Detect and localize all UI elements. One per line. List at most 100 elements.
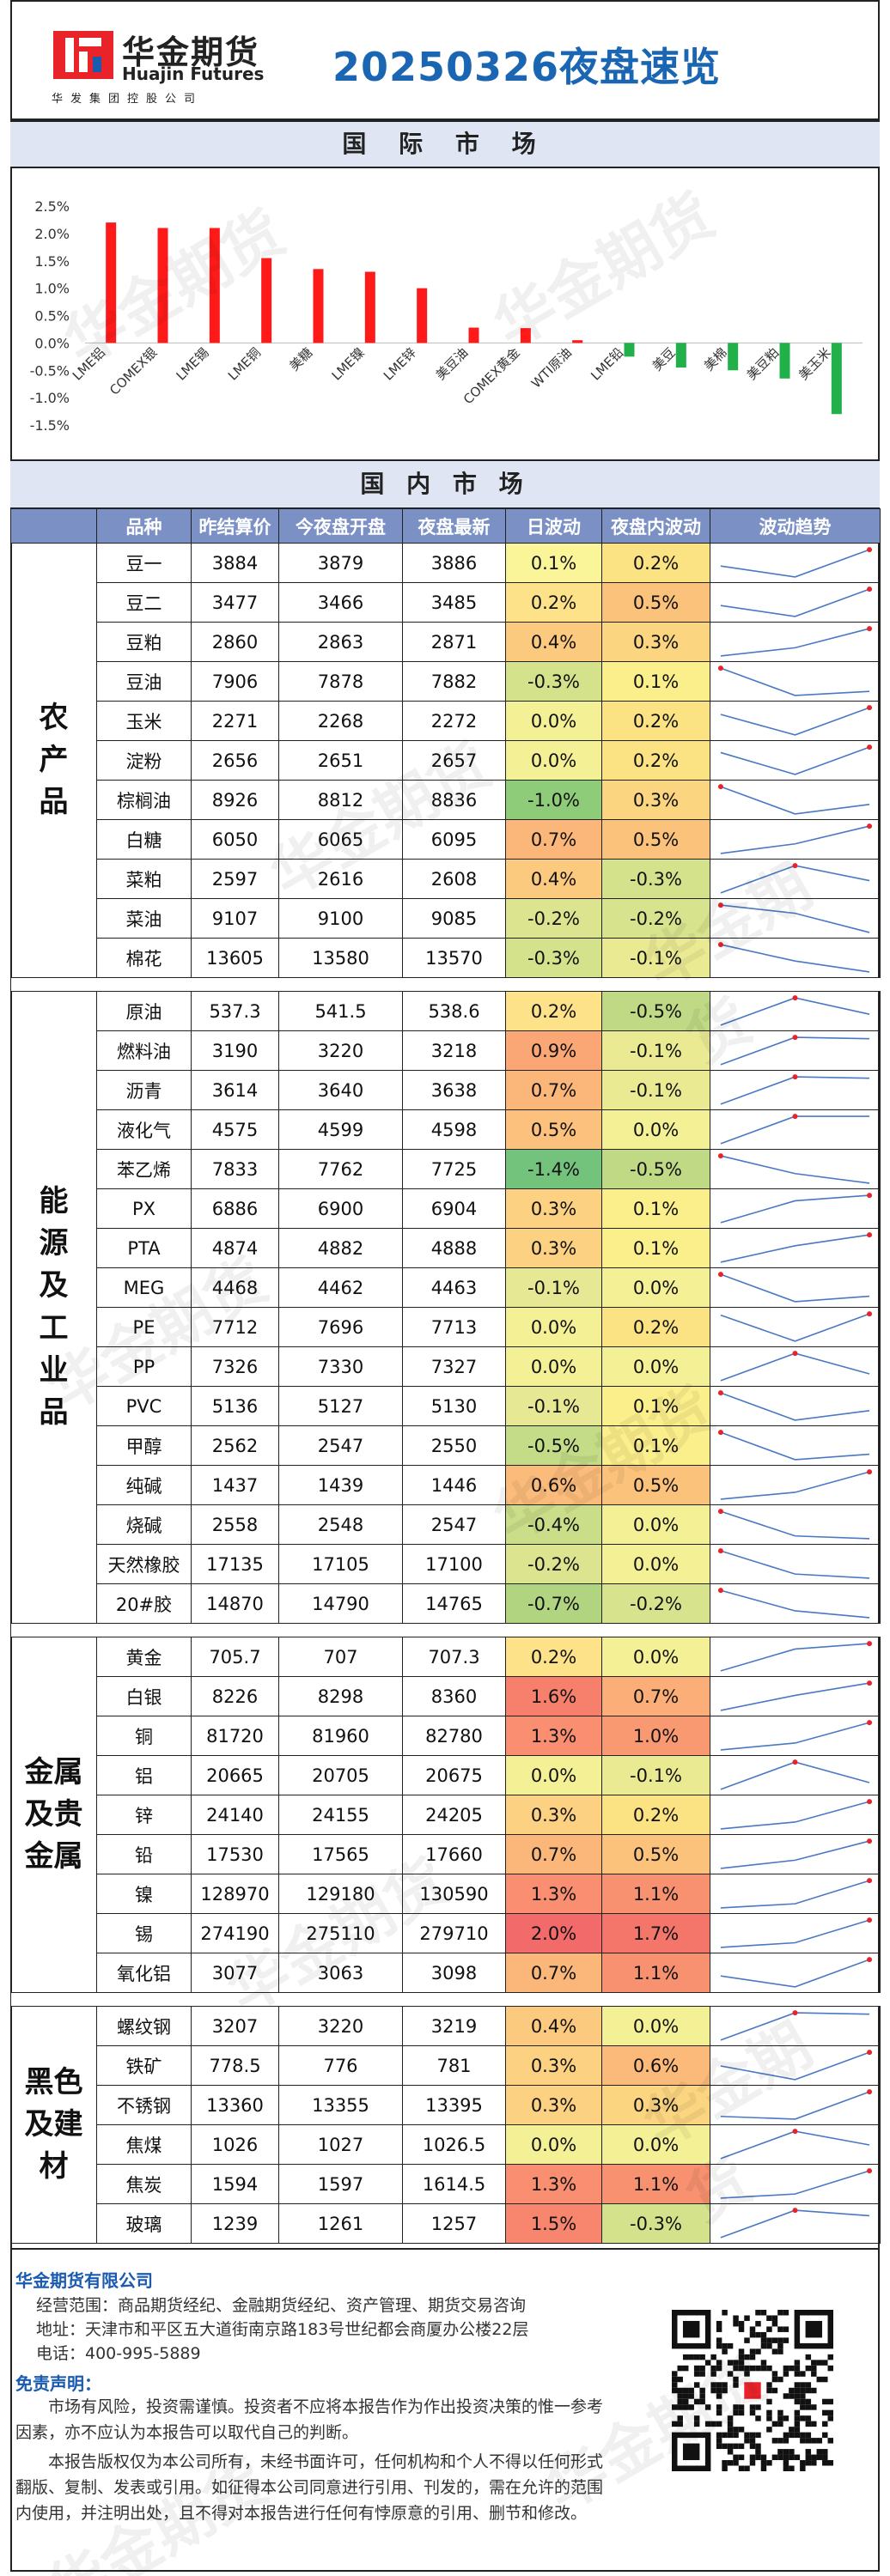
prev-settle-price: 1026 bbox=[191, 2124, 279, 2165]
product-name: 螺纹钢 bbox=[96, 2006, 192, 2046]
huajin-logo-icon bbox=[53, 31, 113, 79]
sparkline-chart bbox=[720, 1113, 870, 1145]
product-name: 铁矿 bbox=[96, 2045, 192, 2086]
sparkline-chart bbox=[717, 1587, 870, 1619]
sparkline-high-point bbox=[717, 1429, 723, 1435]
table-row: PE 7712 7696 7713 0.0% 0.2% bbox=[11, 1307, 881, 1347]
bar bbox=[157, 228, 168, 343]
night-last-price: 3638 bbox=[402, 1070, 506, 1110]
product-name: 天然橡胶 bbox=[96, 1544, 192, 1584]
table-row: 铜 81720 81960 82780 1.3% 1.0% bbox=[11, 1716, 881, 1756]
night-change: -0.1% bbox=[601, 1070, 710, 1110]
night-open-price: 1027 bbox=[278, 2124, 403, 2165]
sparkline-chart bbox=[720, 1956, 873, 1988]
day-change: 0.3% bbox=[505, 1228, 602, 1268]
night-last-price: 8836 bbox=[402, 780, 506, 820]
night-open-price: 7878 bbox=[278, 661, 403, 702]
prev-settle-price: 7833 bbox=[191, 1149, 279, 1189]
product-name: 豆一 bbox=[96, 543, 192, 583]
prev-settle-price: 5136 bbox=[191, 1386, 279, 1426]
category-label-line: 业 bbox=[39, 1352, 69, 1388]
prev-settle-price: 81720 bbox=[191, 1716, 279, 1756]
sparkline-high-point bbox=[867, 704, 873, 710]
sparkline-line bbox=[720, 1549, 870, 1579]
night-change: 1.1% bbox=[601, 1874, 710, 1914]
category-label: 美玉米 bbox=[796, 344, 834, 383]
prev-settle-price: 8226 bbox=[191, 1676, 279, 1716]
table-row: 天然橡胶 17135 17105 17100 -0.2% 0.0% bbox=[11, 1544, 881, 1584]
logo-subtitle: 华发集团控股公司 bbox=[52, 93, 204, 106]
prev-settle-price: 4575 bbox=[191, 1109, 279, 1150]
sparkline-chart bbox=[720, 2049, 873, 2081]
sparkline-chart bbox=[720, 1719, 873, 1751]
night-change: -0.2% bbox=[601, 898, 710, 939]
sparkline-line bbox=[720, 943, 870, 973]
category-label: 美糖 bbox=[286, 344, 315, 374]
day-change: 0.3% bbox=[505, 2045, 602, 2086]
night-change: 0.6% bbox=[601, 2045, 710, 2086]
sparkline-chart bbox=[720, 2207, 870, 2239]
sparkline-line bbox=[720, 548, 870, 578]
product-name: 氧化铝 bbox=[96, 1953, 192, 1993]
prev-settle-price: 4874 bbox=[191, 1228, 279, 1268]
night-open-price: 1439 bbox=[278, 1465, 403, 1505]
sparkline-chart bbox=[720, 1917, 873, 1948]
trend-sparkline bbox=[710, 740, 881, 781]
category-label: 美豆粕 bbox=[744, 344, 783, 383]
table-row: 淀粉 2656 2651 2657 0.0% 0.2% bbox=[11, 740, 881, 781]
product-name: 淀粉 bbox=[96, 740, 192, 781]
trend-sparkline bbox=[710, 2164, 881, 2204]
sparkline-high-point bbox=[792, 994, 798, 1000]
bar bbox=[520, 328, 531, 343]
sparkline-high-point bbox=[717, 1271, 723, 1277]
trend-sparkline bbox=[710, 1228, 881, 1268]
sparkline-chart bbox=[720, 1073, 870, 1105]
day-change: 2.0% bbox=[505, 1913, 602, 1953]
category-label: 能源及工业品 bbox=[10, 991, 97, 1624]
sparkline-chart bbox=[717, 783, 870, 815]
prev-settle-price: 6050 bbox=[191, 819, 279, 860]
category-label-line: 及贵 bbox=[24, 1796, 83, 1832]
bar bbox=[209, 228, 220, 343]
sparkline-high-point bbox=[867, 1640, 873, 1646]
sparkline-line bbox=[720, 1352, 870, 1382]
prev-settle-price: 2860 bbox=[191, 622, 279, 662]
trend-sparkline bbox=[710, 543, 881, 583]
sparkline-line bbox=[720, 2050, 870, 2081]
night-last-price: 707.3 bbox=[402, 1637, 506, 1677]
report-title: 20250326夜盘速览 bbox=[332, 44, 722, 90]
night-open-price: 3063 bbox=[278, 1953, 403, 1993]
international-market-chart: 2.5% 2.0% 1.5% 1.0% 0.5% 0.0% -0.5% -1.0% -1.5% L… bbox=[30, 198, 863, 434]
header-night-change: 夜盘内波动 bbox=[601, 508, 710, 544]
night-open-price: 14790 bbox=[278, 1583, 403, 1624]
night-last-price: 130590 bbox=[402, 1874, 506, 1914]
trend-sparkline bbox=[710, 1795, 881, 1835]
sparkline-chart bbox=[717, 665, 870, 696]
trend-sparkline bbox=[710, 1346, 881, 1387]
night-open-price: 20705 bbox=[278, 1755, 403, 1795]
night-last-price: 3219 bbox=[402, 2006, 506, 2046]
sparkline-line bbox=[720, 1115, 870, 1145]
sparkline-line bbox=[720, 903, 870, 933]
header-prev-settle: 昨结算价 bbox=[191, 508, 279, 544]
night-last-price: 1614.5 bbox=[402, 2164, 506, 2204]
sparkline-high-point bbox=[717, 783, 723, 789]
category-label-line: 材 bbox=[39, 2149, 69, 2184]
day-change: 0.1% bbox=[505, 543, 602, 583]
prev-settle-price: 1437 bbox=[191, 1465, 279, 1505]
night-change: 1.0% bbox=[601, 1716, 710, 1756]
table-row: 棉花 13605 13580 13570 -0.3% -0.1% bbox=[11, 938, 881, 978]
trend-sparkline bbox=[710, 2006, 881, 2046]
product-name: 纯碱 bbox=[96, 1465, 192, 1505]
group-separator-cell bbox=[10, 1992, 881, 2007]
product-name: 棕榈油 bbox=[96, 780, 192, 820]
table-row: 豆油 7906 7878 7882 -0.3% 0.1% bbox=[11, 661, 881, 702]
product-name: 菜粕 bbox=[96, 859, 192, 899]
product-name: 豆粕 bbox=[96, 622, 192, 662]
table-row: 白糖 6050 6065 6095 0.7% 0.5% bbox=[11, 819, 881, 860]
sparkline-line bbox=[720, 1510, 870, 1540]
night-change: -0.3% bbox=[601, 2203, 710, 2244]
day-change: 0.4% bbox=[505, 2006, 602, 2046]
day-change: 0.9% bbox=[505, 1030, 602, 1071]
sparkline-high-point bbox=[867, 546, 873, 552]
